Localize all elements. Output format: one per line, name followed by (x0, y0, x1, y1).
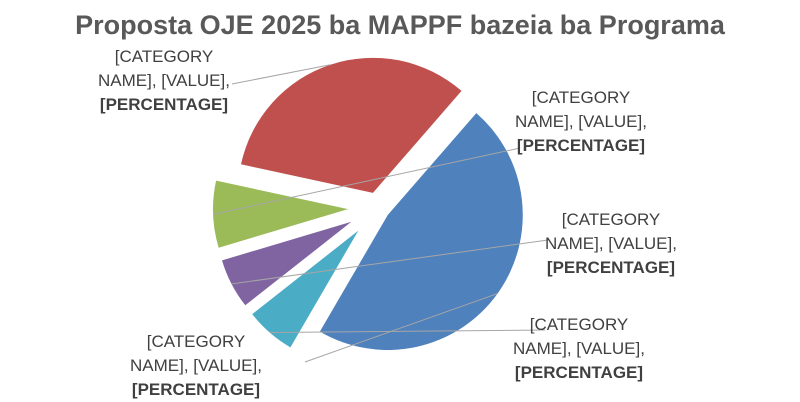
pie-slice-3 (213, 180, 349, 248)
data-label-line-1: [CATEGORY (146, 332, 246, 351)
data-label-slice-2: [CATEGORY NAME], [VALUE], [PERCENTAGE] (512, 208, 710, 280)
data-label-line-2: NAME], [VALUE], (515, 112, 647, 131)
data-label-line-2: NAME], [VALUE], (98, 71, 230, 90)
data-label-line-1: [CATEGORY (561, 210, 661, 229)
data-label-slice-0: [CATEGORY NAME], [VALUE], [PERCENTAGE] (88, 330, 304, 402)
pie-slice-4 (240, 57, 462, 193)
data-label-slice-3: [CATEGORY NAME], [VALUE], [PERCENTAGE] (482, 86, 680, 158)
data-label-slice-1: [CATEGORY NAME], [VALUE], [PERCENTAGE] (480, 313, 678, 385)
data-label-percentage: [PERCENTAGE] (546, 258, 676, 277)
data-label-percentage: [PERCENTAGE] (516, 136, 646, 155)
data-label-percentage: [PERCENTAGE] (99, 95, 229, 114)
pie-slice-1 (252, 230, 359, 348)
leader-line-2 (231, 239, 549, 285)
data-label-line-2: NAME], [VALUE], (545, 234, 677, 253)
leader-line-0 (304, 293, 498, 363)
data-label-line-1: [CATEGORY (529, 315, 629, 334)
data-label-line-1: [CATEGORY (114, 47, 214, 66)
leader-line-1 (269, 329, 546, 334)
data-label-line-1: [CATEGORY (531, 88, 631, 107)
data-label-slice-4: [CATEGORY NAME], [VALUE], [PERCENTAGE] (56, 45, 272, 117)
leader-line-3 (213, 147, 521, 215)
data-label-percentage: [PERCENTAGE] (514, 363, 644, 382)
pie-slice-0 (319, 113, 523, 350)
leader-line-4 (231, 64, 331, 85)
data-label-line-2: NAME], [VALUE], (130, 356, 262, 375)
pie-slice-2 (221, 221, 352, 306)
chart-title: Proposta OJE 2025 ba MAPPF bazeia ba Pro… (75, 10, 725, 40)
data-label-line-2: NAME], [VALUE], (513, 339, 645, 358)
data-label-percentage: [PERCENTAGE] (131, 380, 261, 399)
